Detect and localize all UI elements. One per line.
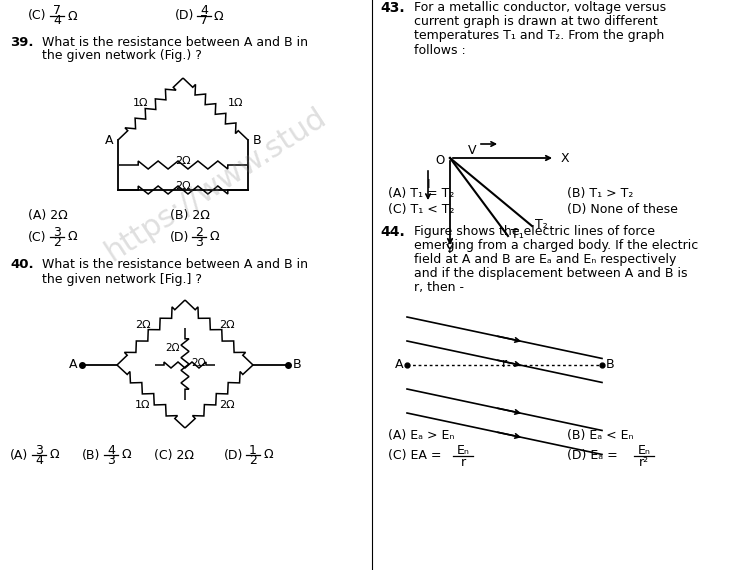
Text: (B) Eₐ < Eₙ: (B) Eₐ < Eₙ: [567, 430, 633, 442]
Text: current graph is drawn at two different: current graph is drawn at two different: [414, 15, 658, 28]
Text: (B) 2Ω: (B) 2Ω: [170, 209, 210, 222]
Text: 7: 7: [200, 14, 208, 27]
Text: 2: 2: [53, 235, 61, 249]
Text: T₁: T₁: [511, 227, 524, 241]
Text: (A): (A): [10, 449, 28, 462]
Text: 39.: 39.: [10, 35, 33, 48]
Text: (C): (C): [28, 230, 47, 243]
Text: 1Ω: 1Ω: [228, 98, 244, 108]
Text: What is the resistance between A and B in: What is the resistance between A and B i…: [42, 35, 308, 48]
Text: emerging from a charged body. If the electric: emerging from a charged body. If the ele…: [414, 239, 698, 253]
Text: r²: r²: [639, 455, 649, 469]
Text: What is the resistance between A and B in: What is the resistance between A and B i…: [42, 259, 308, 271]
Text: https://www.stud: https://www.stud: [99, 103, 331, 267]
Text: Y: Y: [446, 243, 454, 256]
Text: (A) 2Ω: (A) 2Ω: [28, 209, 68, 222]
Text: T₂: T₂: [535, 218, 547, 230]
Text: field at A and B are Eₐ and Eₙ respectively: field at A and B are Eₐ and Eₙ respectiv…: [414, 254, 676, 267]
Text: O: O: [436, 154, 445, 167]
Text: Ω: Ω: [67, 10, 76, 22]
Text: the given network [Fig.] ?: the given network [Fig.] ?: [42, 272, 202, 286]
Text: (C) EA =: (C) EA =: [388, 450, 445, 462]
Text: Eₙ: Eₙ: [637, 445, 651, 458]
Text: 4: 4: [53, 14, 61, 27]
Text: (D): (D): [224, 449, 243, 462]
Text: r: r: [461, 455, 466, 469]
Text: For a metallic conductor, voltage versus: For a metallic conductor, voltage versus: [414, 2, 666, 14]
Text: I: I: [427, 178, 430, 192]
Text: 2Ω: 2Ω: [191, 358, 205, 368]
Text: A: A: [104, 133, 113, 146]
Text: (B): (B): [82, 449, 100, 462]
Text: r: r: [502, 357, 507, 370]
Text: (D): (D): [170, 230, 190, 243]
Text: 3: 3: [35, 443, 43, 457]
Text: 2Ω: 2Ω: [175, 156, 191, 166]
Text: 3: 3: [107, 454, 115, 466]
Text: 1: 1: [249, 443, 257, 457]
Text: (D) Eₐ =: (D) Eₐ =: [567, 450, 622, 462]
Text: Ω: Ω: [67, 230, 76, 243]
Text: 2Ω: 2Ω: [135, 320, 151, 330]
Text: follows :: follows :: [414, 43, 466, 56]
Text: 4: 4: [200, 5, 208, 18]
Text: (A) T₁ = T₂: (A) T₁ = T₂: [388, 186, 455, 200]
Text: Ω: Ω: [263, 449, 273, 462]
Text: A: A: [395, 359, 403, 372]
Text: and if the displacement between A and B is: and if the displacement between A and B …: [414, 267, 688, 280]
Text: (C): (C): [28, 10, 47, 22]
Text: (C) 2Ω: (C) 2Ω: [154, 449, 194, 462]
Text: r, then -: r, then -: [414, 282, 464, 295]
Text: Ω: Ω: [209, 230, 219, 243]
Text: A: A: [69, 359, 77, 372]
Text: 3: 3: [195, 235, 203, 249]
Text: Ω: Ω: [214, 10, 223, 22]
Text: Figure shows the electric lines of force: Figure shows the electric lines of force: [414, 226, 655, 238]
Text: 2Ω: 2Ω: [165, 343, 180, 353]
Text: 3: 3: [53, 226, 61, 238]
Text: 40.: 40.: [10, 259, 34, 271]
Text: V: V: [468, 144, 476, 157]
Text: 44.: 44.: [380, 225, 405, 239]
Text: Ω: Ω: [49, 449, 59, 462]
Text: (D) None of these: (D) None of these: [567, 202, 678, 215]
Text: X: X: [561, 152, 569, 165]
Text: 2Ω: 2Ω: [175, 181, 191, 191]
Text: 1Ω: 1Ω: [133, 98, 149, 108]
Text: 4: 4: [107, 443, 115, 457]
Text: 4: 4: [35, 454, 43, 466]
Text: (B) T₁ > T₂: (B) T₁ > T₂: [567, 186, 633, 200]
Text: 2: 2: [249, 454, 257, 466]
Text: 1Ω: 1Ω: [135, 400, 151, 410]
Text: temperatures T₁ and T₂. From the graph: temperatures T₁ and T₂. From the graph: [414, 30, 664, 43]
Text: Ω: Ω: [121, 449, 131, 462]
Text: B: B: [606, 359, 615, 372]
Text: 7: 7: [53, 5, 61, 18]
Text: 43.: 43.: [380, 1, 405, 15]
Text: (A) Eₐ > Eₙ: (A) Eₐ > Eₙ: [388, 430, 455, 442]
Text: 2Ω: 2Ω: [219, 320, 235, 330]
Text: 2Ω: 2Ω: [219, 400, 235, 410]
Text: (D): (D): [175, 10, 194, 22]
Text: B: B: [253, 133, 262, 146]
Text: (C) T₁ < T₂: (C) T₁ < T₂: [388, 202, 455, 215]
Text: B: B: [293, 359, 302, 372]
Text: Eₙ: Eₙ: [457, 445, 470, 458]
Text: 2: 2: [195, 226, 203, 238]
Text: the given network (Fig.) ?: the given network (Fig.) ?: [42, 50, 202, 63]
